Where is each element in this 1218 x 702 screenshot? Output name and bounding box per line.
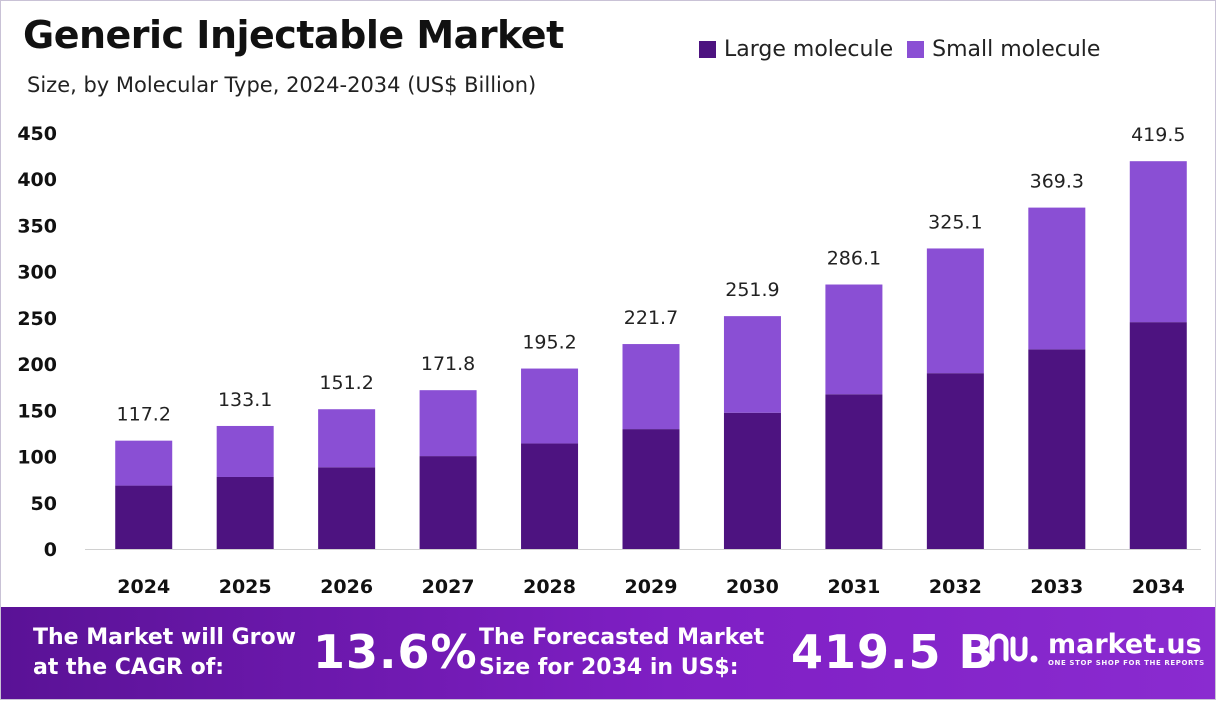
cagr-value: 13.6% (313, 625, 478, 679)
bar-large-molecule (216, 476, 274, 549)
x-tick-label: 2027 (422, 576, 475, 598)
x-tick-label: 2025 (219, 576, 272, 598)
bar-total-label: 151.2 (319, 372, 373, 394)
bar-total-label: 325.1 (928, 211, 982, 233)
brand-logo[interactable]: market.us ONE STOP SHOP FOR THE REPORTS (986, 629, 1205, 669)
bar-large-molecule (318, 467, 376, 549)
y-tick-label: 300 (17, 262, 57, 284)
bar-large-molecule (419, 456, 477, 549)
y-tick-label: 150 (17, 400, 57, 422)
bar-large-molecule (1129, 322, 1187, 549)
bar-large-molecule (825, 394, 883, 549)
cagr-label-line2: at the CAGR of: (33, 655, 225, 680)
x-tick-label: 2033 (1030, 576, 1083, 598)
bar-large-molecule (723, 412, 781, 549)
bar-small-molecule (115, 440, 173, 486)
legend-label-large-molecule: Large molecule (724, 37, 894, 62)
bar-small-molecule (318, 409, 376, 468)
y-tick-label: 50 (31, 493, 57, 515)
chart-legend: Large molecule Small molecule (699, 37, 1100, 62)
legend-swatch-small-molecule (907, 41, 925, 58)
cagr-label: The Market will Grow at the CAGR of: (33, 623, 296, 683)
bar-small-molecule (825, 284, 883, 395)
bar-large-molecule (622, 429, 680, 549)
bar-total-label: 195.2 (522, 332, 576, 354)
brand-name: market.us (1048, 629, 1202, 660)
bar-small-molecule (622, 344, 680, 430)
y-tick-label: 100 (17, 447, 57, 469)
bar-large-molecule (521, 443, 579, 549)
bar-small-molecule (216, 425, 274, 477)
bar-small-molecule (521, 368, 579, 444)
y-tick-label: 350 (17, 215, 57, 237)
bar-total-label: 133.1 (218, 389, 272, 411)
bar-total-label: 419.5 (1131, 124, 1185, 146)
bar-total-label: 117.2 (117, 404, 171, 426)
y-tick-label: 250 (17, 308, 57, 330)
x-tick-label: 2029 (625, 576, 678, 598)
legend-item-small-molecule: Small molecule (907, 37, 1100, 62)
forecast-label-line2: Size for 2034 in US$: (479, 655, 739, 680)
bar-total-label: 171.8 (421, 353, 475, 375)
legend-label-small-molecule: Small molecule (932, 37, 1101, 62)
bar-total-label: 286.1 (827, 248, 881, 270)
y-tick-label: 200 (17, 354, 57, 376)
bar-small-molecule (419, 390, 477, 457)
x-tick-label: 2030 (726, 576, 779, 598)
bar-large-molecule (115, 485, 173, 549)
bar-small-molecule (1028, 207, 1086, 350)
bar-small-molecule (1129, 161, 1187, 323)
bar-small-molecule (926, 248, 984, 374)
x-tick-label: 2026 (320, 576, 373, 598)
legend-item-large-molecule: Large molecule (699, 37, 893, 62)
bar-large-molecule (926, 373, 984, 549)
forecast-value: 419.5 B (791, 625, 995, 679)
chart-title: Generic Injectable Market (23, 13, 564, 57)
x-tick-label: 2024 (117, 576, 170, 598)
x-tick-label: 2031 (827, 576, 880, 598)
bar-small-molecule (723, 316, 781, 413)
x-tick-label: 2034 (1132, 576, 1185, 598)
chart-subtitle: Size, by Molecular Type, 2024-2034 (US$ … (27, 73, 537, 97)
bar-total-label: 369.3 (1030, 171, 1084, 193)
legend-swatch-large-molecule (699, 41, 716, 58)
footer-banner: The Market will Grow at the CAGR of: 13.… (1, 607, 1215, 699)
y-tick-label: 450 (17, 123, 57, 145)
y-tick-label: 400 (17, 169, 57, 191)
bar-total-label: 221.7 (624, 307, 678, 329)
x-tick-label: 2028 (523, 576, 576, 598)
bar-total-label: 251.9 (725, 279, 779, 301)
brand-text: market.us ONE STOP SHOP FOR THE REPORTS (1048, 629, 1205, 668)
cagr-label-line1: The Market will Grow (33, 625, 296, 650)
market-us-logo-icon (989, 633, 1038, 663)
bar-chart: 0 50 100 150 200 250 300 350 400 450 117.2 2024 133.… (17, 123, 1201, 598)
forecast-label-line1: The Forecasted Market (479, 625, 765, 650)
y-tick-label: 0 (44, 539, 57, 561)
bar-large-molecule (1028, 349, 1086, 549)
brand-tagline: ONE STOP SHOP FOR THE REPORTS (1048, 659, 1205, 667)
forecast-label: The Forecasted Market Size for 2034 in U… (479, 623, 764, 683)
x-tick-label: 2032 (929, 576, 982, 598)
